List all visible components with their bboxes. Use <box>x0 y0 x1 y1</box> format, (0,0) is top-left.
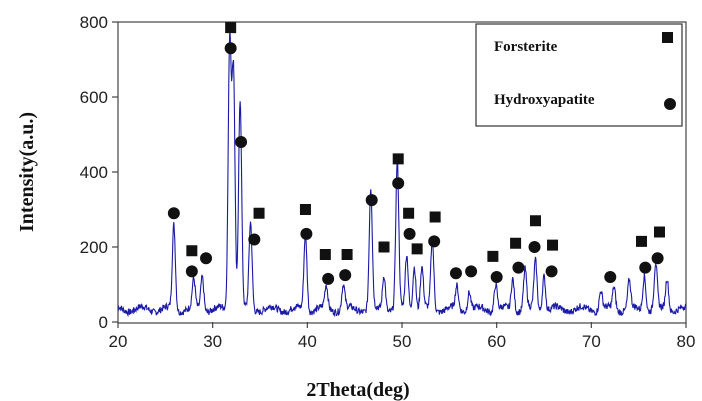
forsterite-marker <box>547 239 559 251</box>
hydroxyapatite-marker <box>604 271 617 283</box>
hydroxyapatite-marker <box>167 207 180 220</box>
forsterite-marker <box>429 211 441 223</box>
forsterite-marker <box>341 249 353 260</box>
hydroxyapatite-marker <box>235 136 248 148</box>
x-tick-label: 20 <box>109 332 128 351</box>
forsterite-marker <box>411 243 423 255</box>
hydroxyapatite-marker <box>403 227 416 240</box>
forsterite-marker <box>253 207 265 219</box>
forsterite-marker <box>225 22 237 34</box>
y-tick-label: 800 <box>80 13 108 32</box>
hydroxyapatite-marker <box>490 271 503 283</box>
hydroxyapatite-marker <box>545 265 558 278</box>
hydroxyapatite-marker <box>365 194 378 207</box>
x-tick-label: 70 <box>582 332 601 351</box>
hydroxyapatite-marker <box>465 265 478 278</box>
forsterite-marker <box>636 235 648 247</box>
y-tick-label: 200 <box>80 238 108 257</box>
x-tick-label: 50 <box>393 332 412 351</box>
forsterite-marker <box>299 204 311 215</box>
x-axis-ticks: 20 30 40 50 60 70 80 <box>109 322 696 351</box>
legend-marker-hydroxyapatite <box>664 98 676 110</box>
hydroxyapatite-marker <box>185 265 198 278</box>
x-tick-label: 60 <box>487 332 506 351</box>
forsterite-marker <box>392 153 404 165</box>
hydroxyapatite-marker <box>322 272 335 285</box>
hydroxyapatite-marker <box>339 269 352 282</box>
x-tick-label: 30 <box>203 332 222 351</box>
forsterite-marker <box>378 241 390 253</box>
legend-label-hydroxyapatite: Hydroxyapatite <box>494 92 595 108</box>
y-axis-ticks: 0 200 400 600 800 <box>80 13 118 332</box>
x-tick-label: 40 <box>298 332 317 351</box>
legend: Forsterite Hydroxyapatite <box>475 23 683 127</box>
x-axis-title: 2Theta(deg) <box>306 379 409 401</box>
hydroxyapatite-marker <box>428 235 441 248</box>
hydroxyapatite-marker <box>639 261 652 274</box>
x-tick-label: 80 <box>677 332 696 351</box>
forsterite-marker <box>529 215 541 227</box>
hydroxyapatite-marker <box>300 227 313 240</box>
hydroxyapatite-marker <box>392 177 405 190</box>
hydroxyapatite-marker <box>512 261 525 274</box>
forsterite-marker <box>319 249 331 260</box>
hydroxyapatite-marker <box>651 252 664 265</box>
y-axis-title: Intensity(a.u.) <box>16 112 38 232</box>
forsterite-marker <box>510 237 522 249</box>
spectrum-line <box>117 31 687 318</box>
hydroxyapatite-marker <box>449 267 462 280</box>
forsterite-marker <box>487 250 499 262</box>
legend-marker-forsterite <box>662 32 673 43</box>
hydroxyapatite-marker <box>528 241 541 253</box>
legend-label-forsterite: Forsterite <box>494 39 558 55</box>
spectrum-series <box>117 31 687 318</box>
hydroxyapatite-marker <box>224 42 237 55</box>
hydroxyapatite-marker <box>200 252 213 265</box>
phase-markers <box>167 22 665 285</box>
y-tick-label: 0 <box>99 313 108 332</box>
y-tick-label: 400 <box>80 163 108 182</box>
forsterite-marker <box>186 245 198 257</box>
hydroxyapatite-marker <box>248 233 261 246</box>
forsterite-marker <box>403 207 415 219</box>
forsterite-marker <box>653 226 665 238</box>
legend-box <box>475 23 683 127</box>
y-tick-label: 600 <box>80 88 108 107</box>
